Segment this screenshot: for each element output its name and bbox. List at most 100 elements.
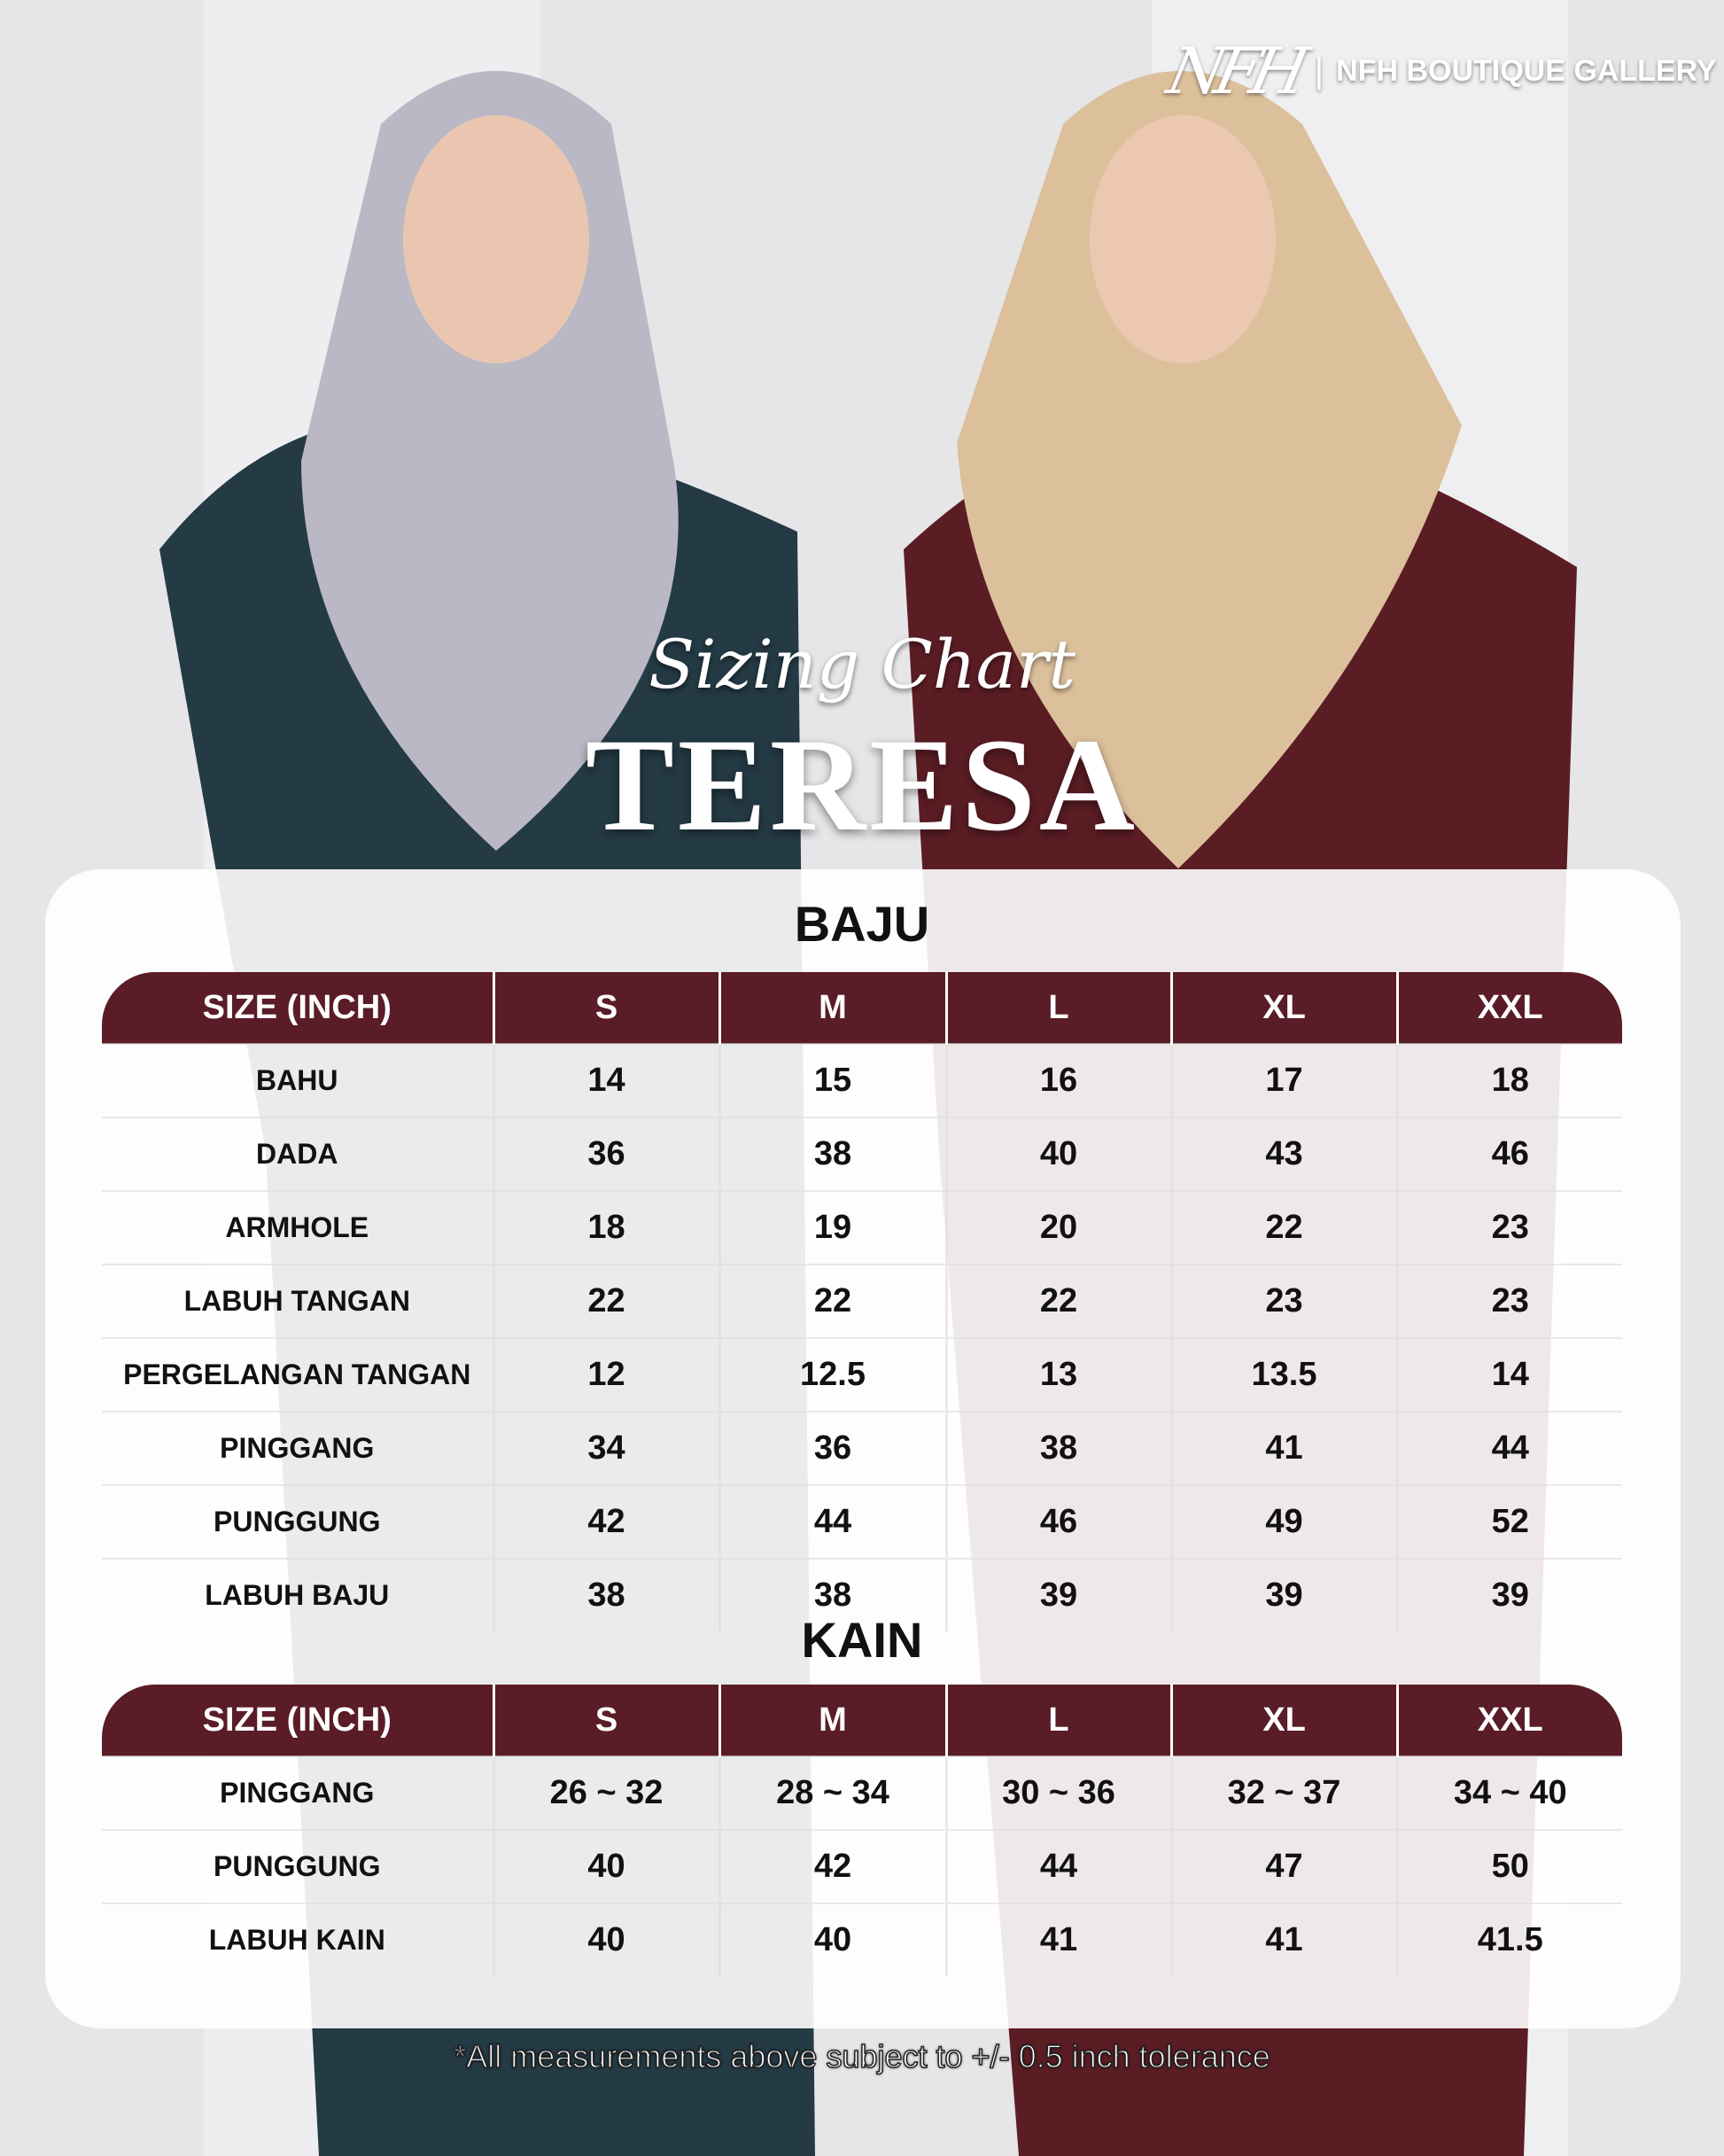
table-row: PUNGGUNG 42 44 46 49 52 — [102, 1484, 1622, 1559]
size-value: 32 ~ 37 — [1169, 1755, 1397, 1830]
size-value: 44 — [718, 1484, 946, 1559]
column-header-l: L — [944, 972, 1171, 1044]
baju-title: BAJU — [794, 896, 930, 952]
table-row: PUNGGUNG 40 42 44 47 50 — [102, 1829, 1622, 1903]
column-header-s: S — [492, 1685, 719, 1756]
size-value: 38 — [718, 1558, 946, 1631]
size-value: 41 — [1169, 1903, 1397, 1976]
size-value: 36 — [492, 1117, 719, 1191]
column-header-m: M — [718, 1685, 946, 1756]
size-value: 40 — [492, 1903, 719, 1976]
size-value: 14 — [492, 1043, 719, 1117]
logo-mark: NFH — [1161, 34, 1307, 108]
column-header-xl: XL — [1169, 1685, 1397, 1756]
size-value: 13 — [944, 1337, 1171, 1412]
kain-size-table: SIZE (INCH) S M L XL XXL PINGGANG 26 ~ 32 28 ~ 3… — [102, 1685, 1622, 1976]
table-row: PERGELANGAN TANGAN 12 12.5 13 13.5 14 — [102, 1337, 1622, 1412]
row-label: DADA — [102, 1117, 493, 1191]
size-value: 41 — [944, 1903, 1171, 1976]
size-value: 22 — [944, 1264, 1171, 1338]
header-row: SIZE (INCH) S M L XL XXL — [102, 1685, 1622, 1756]
row-label: BAHU — [102, 1043, 493, 1117]
size-value: 28 ~ 34 — [718, 1755, 946, 1830]
tolerance-note: *All measurements above subject to +/- 0… — [454, 2037, 1271, 2075]
table-row: DADA 36 38 40 43 46 — [102, 1117, 1622, 1191]
size-value: 41.5 — [1395, 1903, 1622, 1976]
brand-name: NFH BOUTIQUE GALLERY — [1336, 53, 1717, 88]
size-value: 38 — [944, 1411, 1171, 1485]
size-value: 14 — [1395, 1337, 1622, 1412]
size-value: 15 — [718, 1043, 946, 1117]
size-value: 17 — [1169, 1043, 1397, 1117]
column-header-m: M — [718, 972, 946, 1044]
size-value: 44 — [944, 1829, 1171, 1903]
size-value: 12.5 — [718, 1337, 946, 1412]
column-header-size: SIZE (INCH) — [102, 1685, 493, 1756]
table-row: PINGGANG 34 36 38 41 44 — [102, 1411, 1622, 1485]
header-row: SIZE (INCH) S M L XL XXL — [102, 972, 1622, 1044]
size-value: 18 — [1395, 1043, 1622, 1117]
size-value: 44 — [1395, 1411, 1622, 1485]
size-value: 38 — [492, 1558, 719, 1631]
size-value: 22 — [492, 1264, 719, 1338]
column-header-l: L — [944, 1685, 1171, 1756]
size-value: 49 — [1169, 1484, 1397, 1559]
table-row: PINGGANG 26 ~ 32 28 ~ 34 30 ~ 36 32 ~ 37 34 ~… — [102, 1755, 1622, 1830]
chart-subtitle: Sizing Chart — [648, 625, 1076, 704]
row-label: PUNGGUNG — [102, 1484, 493, 1559]
size-value: 42 — [718, 1829, 946, 1903]
size-value: 34 ~ 40 — [1395, 1755, 1622, 1830]
row-label: LABUH BAJU — [102, 1558, 493, 1631]
row-label: PERGELANGAN TANGAN — [102, 1337, 493, 1412]
row-label: PINGGANG — [102, 1411, 493, 1485]
size-value: 34 — [492, 1411, 719, 1485]
size-value: 23 — [1395, 1264, 1622, 1338]
column-header-s: S — [492, 972, 719, 1044]
column-header-xxl: XXL — [1395, 1685, 1622, 1756]
size-value: 46 — [1395, 1117, 1622, 1191]
brand-logo: NFH | NFH BOUTIQUE GALLERY — [1161, 27, 1717, 115]
table-row: LABUH TANGAN 22 22 22 23 23 — [102, 1264, 1622, 1338]
row-label: LABUH TANGAN — [102, 1264, 493, 1338]
row-label: LABUH KAIN — [102, 1903, 493, 1976]
size-value: 22 — [718, 1264, 946, 1338]
size-value: 40 — [718, 1903, 946, 1976]
size-value: 30 ~ 36 — [944, 1755, 1171, 1830]
size-value: 43 — [1169, 1117, 1397, 1191]
size-value: 39 — [1169, 1558, 1397, 1631]
size-value: 23 — [1169, 1264, 1397, 1338]
size-value: 50 — [1395, 1829, 1622, 1903]
size-value: 39 — [944, 1558, 1171, 1631]
size-value: 41 — [1169, 1411, 1397, 1485]
row-label: PUNGGUNG — [102, 1829, 493, 1903]
size-value: 26 ~ 32 — [492, 1755, 719, 1830]
size-value: 12 — [492, 1337, 719, 1412]
size-value: 52 — [1395, 1484, 1622, 1559]
table-row: ARMHOLE 18 19 20 22 23 — [102, 1190, 1622, 1265]
column-header-xxl: XXL — [1395, 972, 1622, 1044]
size-value: 23 — [1395, 1190, 1622, 1265]
size-value: 36 — [718, 1411, 946, 1485]
column-header-size: SIZE (INCH) — [102, 972, 493, 1044]
logo-separator: | — [1314, 51, 1324, 90]
column-header-xl: XL — [1169, 972, 1397, 1044]
table-row: LABUH BAJU 38 38 39 39 39 — [102, 1558, 1622, 1631]
size-value: 20 — [944, 1190, 1171, 1265]
size-value: 46 — [944, 1484, 1171, 1559]
table-row: LABUH KAIN 40 40 41 41 41.5 — [102, 1903, 1622, 1976]
size-value: 38 — [718, 1117, 946, 1191]
row-label: PINGGANG — [102, 1755, 493, 1830]
size-value: 18 — [492, 1190, 719, 1265]
size-value: 19 — [718, 1190, 946, 1265]
kain-title: KAIN — [801, 1612, 923, 1668]
row-label: ARMHOLE — [102, 1190, 493, 1265]
size-value: 47 — [1169, 1829, 1397, 1903]
size-value: 13.5 — [1169, 1337, 1397, 1412]
table-row: BAHU 14 15 16 17 18 — [102, 1043, 1622, 1117]
size-value: 42 — [492, 1484, 719, 1559]
size-value: 22 — [1169, 1190, 1397, 1265]
size-value: 40 — [944, 1117, 1171, 1191]
product-title: TERESA — [585, 712, 1139, 859]
size-value: 40 — [492, 1829, 719, 1903]
size-value: 16 — [944, 1043, 1171, 1117]
